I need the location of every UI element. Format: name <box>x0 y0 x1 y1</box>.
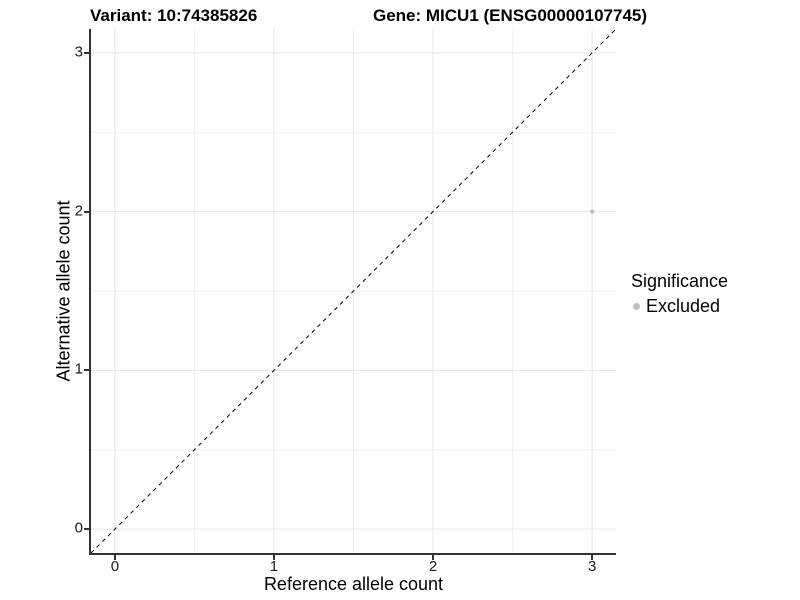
y-tick-label: 3 <box>74 43 83 61</box>
x-tick-label: 2 <box>428 558 438 575</box>
x-tick-mark <box>113 555 116 560</box>
legend: Significance Excluded <box>631 271 728 317</box>
x-tick-label: 3 <box>587 558 597 575</box>
variant-title: Variant: 10:74385826 <box>90 6 258 25</box>
x-tick-mark <box>432 555 435 560</box>
x-tick-label: 1 <box>269 558 279 575</box>
excluded-point-swatch-icon <box>633 303 640 310</box>
gene-title: Gene: MICU1 (ENSG00000107745) <box>373 6 648 25</box>
y-tick-label: 0 <box>74 519 83 537</box>
plot-panel <box>91 29 616 553</box>
data-point <box>589 209 595 214</box>
legend-title: Significance <box>631 271 729 291</box>
legend-item-label: Excluded <box>646 296 721 316</box>
y-tick-label: 2 <box>74 202 83 220</box>
y-axis-title: Alternative allele count <box>53 200 74 382</box>
plot-canvas <box>91 29 616 553</box>
x-axis-line <box>89 553 616 555</box>
y-tick-mark <box>84 369 89 372</box>
legend-item-excluded: Excluded <box>631 296 728 317</box>
y-tick-mark <box>84 51 89 54</box>
y-tick-mark <box>84 528 89 531</box>
y-axis-line <box>89 29 91 555</box>
x-tick-mark <box>272 555 275 560</box>
y-tick-mark <box>84 210 89 213</box>
y-tick-label: 1 <box>74 361 83 379</box>
identity-line <box>91 29 616 553</box>
x-tick-label: 0 <box>110 558 120 575</box>
x-axis-title: Reference allele count <box>263 574 444 594</box>
x-tick-mark <box>591 555 594 560</box>
